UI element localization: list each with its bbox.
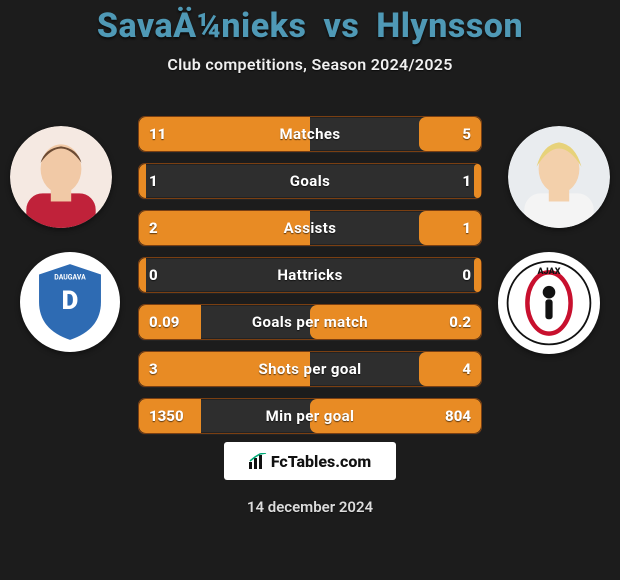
player2-name-title: Hlynsson bbox=[376, 6, 523, 46]
stat-value-right: 1 bbox=[462, 164, 471, 198]
stat-value-right: 0 bbox=[462, 258, 471, 292]
stat-row: 3 4 Shots per goal bbox=[138, 351, 482, 387]
subtitle: Club competitions, Season 2024/2025 bbox=[0, 55, 620, 74]
stat-bar-right bbox=[474, 258, 481, 292]
stat-row: 0.09 0.2 Goals per match bbox=[138, 304, 482, 340]
stat-label: Goals per match bbox=[252, 313, 368, 331]
stat-label: Assists bbox=[284, 219, 337, 237]
stat-bar-right bbox=[419, 352, 481, 386]
stat-value-right: 804 bbox=[445, 399, 471, 433]
stat-bar-left bbox=[139, 164, 146, 198]
stat-label: Goals bbox=[290, 172, 330, 190]
stat-label: Hattricks bbox=[277, 266, 342, 284]
stat-bar-right bbox=[419, 117, 481, 151]
date: 14 december 2024 bbox=[0, 498, 620, 516]
watermark: FcTables.com bbox=[224, 442, 396, 480]
stat-value-right: 0.2 bbox=[449, 305, 471, 339]
stat-row: 11 5 Matches bbox=[138, 116, 482, 152]
stats-area: 115Matches11Goals21Assists00Hattricks0.0… bbox=[0, 116, 620, 434]
stat-value-left: 11 bbox=[149, 117, 166, 151]
stat-value-left: 1350 bbox=[149, 399, 184, 433]
watermark-text: FcTables.com bbox=[271, 452, 371, 471]
stat-value-right: 5 bbox=[462, 117, 471, 151]
vs-label: vs bbox=[323, 6, 359, 46]
stat-bar-right bbox=[419, 211, 481, 245]
stat-row: 0 0 Hattricks bbox=[138, 257, 482, 293]
stat-bar-right bbox=[474, 164, 481, 198]
player1-name-title: SavaÄ¼nieks bbox=[97, 6, 307, 46]
stat-label: Shots per goal bbox=[258, 360, 361, 378]
header: SavaÄ¼nieks vs Hlynsson Club competition… bbox=[0, 0, 620, 74]
stat-value-left: 2 bbox=[149, 211, 158, 245]
stat-value-left: 1 bbox=[149, 164, 158, 198]
stat-value-left: 0 bbox=[149, 258, 158, 292]
stat-row: 1350 804 Min per goal bbox=[138, 398, 482, 434]
stat-value-left: 3 bbox=[149, 352, 158, 386]
stat-row: 1 1 Goals bbox=[138, 163, 482, 199]
stat-label: Min per goal bbox=[266, 407, 355, 425]
match-title: SavaÄ¼nieks vs Hlynsson bbox=[0, 8, 620, 45]
stat-row: 2 1 Assists bbox=[138, 210, 482, 246]
stat-label: Matches bbox=[279, 125, 340, 143]
stat-bar-left bbox=[139, 258, 146, 292]
watermark-logo-icon bbox=[249, 453, 267, 469]
stat-value-right: 4 bbox=[462, 352, 471, 386]
stat-value-right: 1 bbox=[462, 211, 471, 245]
stat-value-left: 0.09 bbox=[149, 305, 179, 339]
